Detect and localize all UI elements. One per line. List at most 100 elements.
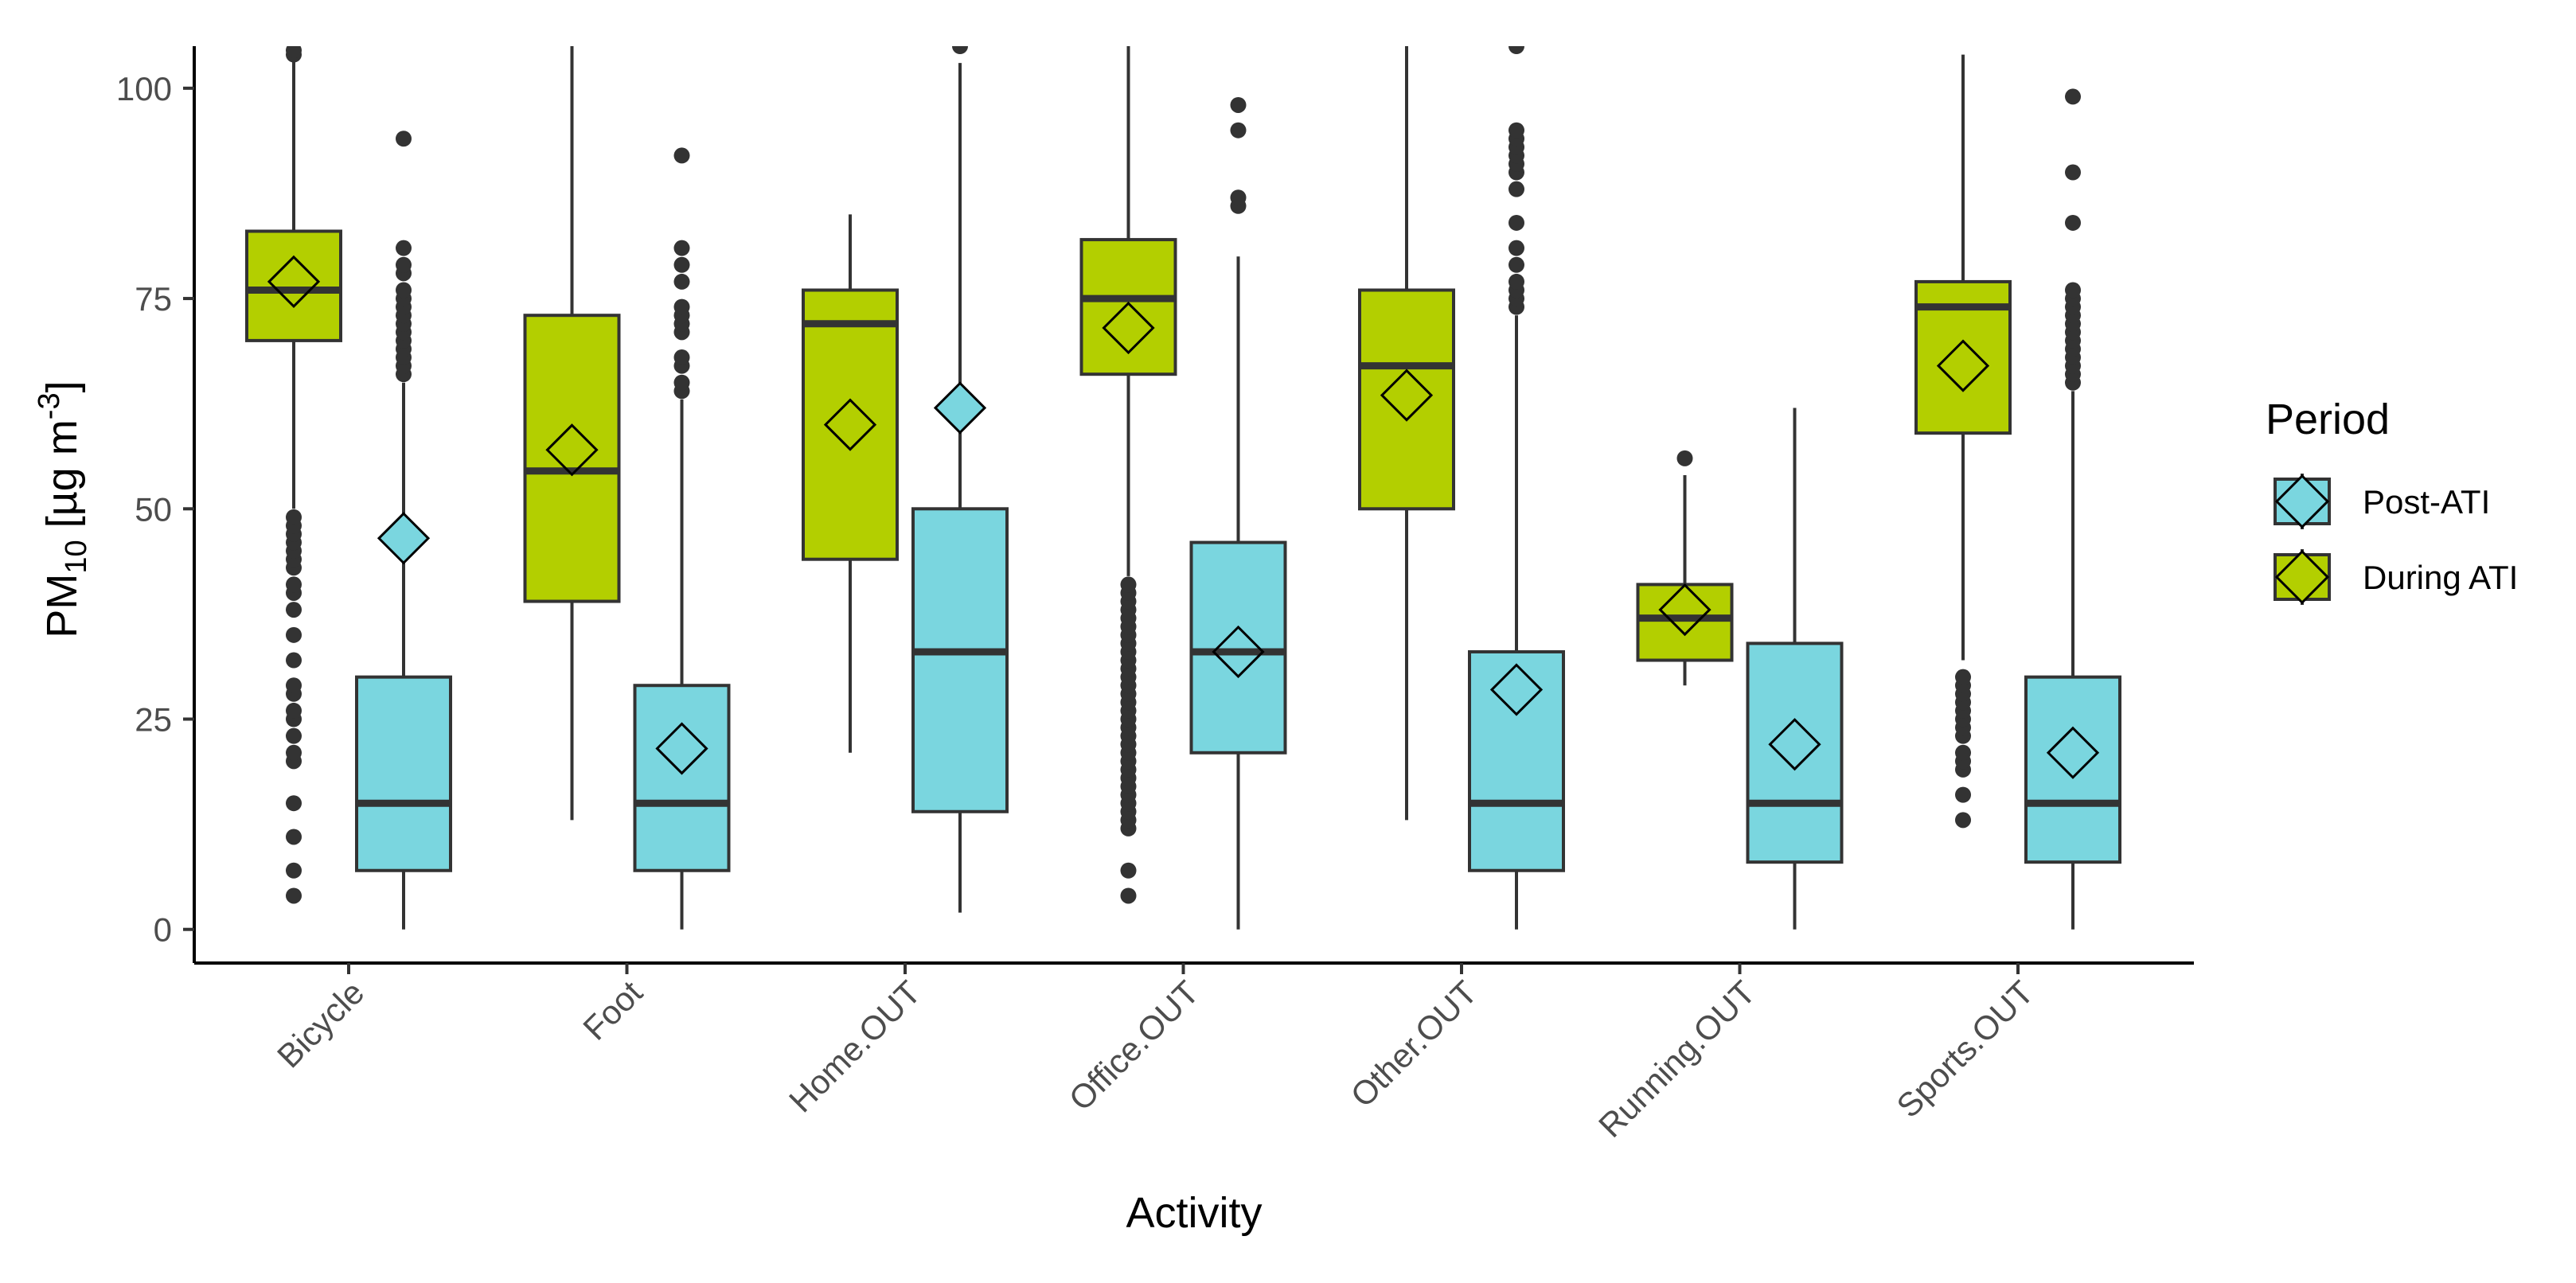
outlier-post-other-out-4 xyxy=(1509,256,1524,273)
outlier-post-other-out-3 xyxy=(1509,273,1524,290)
box-iqr-post-bicycle xyxy=(355,675,452,872)
y-tick-label-50: 50 xyxy=(135,490,172,528)
outlier-post-foot-3 xyxy=(673,349,690,366)
outlier-post-sports-out-12 xyxy=(2065,214,2081,231)
outlier-during-bicycle-11 xyxy=(286,652,302,669)
outlier-during-bicycle-22 xyxy=(286,509,302,525)
outlier-during-office-out-31 xyxy=(1120,576,1137,593)
box-iqr-during-foot xyxy=(523,314,621,603)
outlier-post-other-out-7 xyxy=(1509,181,1524,197)
box-post-running-out xyxy=(1746,408,1844,930)
y-title-unit-suffix: ] xyxy=(38,380,86,392)
box-during-home-out xyxy=(802,214,899,753)
box-during-bicycle xyxy=(245,46,342,904)
x-tick-label-bicycle: Bicycle xyxy=(270,973,371,1074)
outlier-during-bicycle-5 xyxy=(286,744,302,761)
outlier-during-bicycle-10 xyxy=(286,677,302,694)
legend-label-during-ati: During ATI xyxy=(2363,559,2518,596)
outlier-during-office-out-0 xyxy=(1120,887,1137,904)
outlier-during-bicycle-1 xyxy=(286,862,302,879)
mean-marker-post-office-out xyxy=(1212,625,1265,679)
outlier-post-sports-out-11 xyxy=(2065,282,2081,298)
outlier-during-bicycle-15 xyxy=(286,576,302,593)
mean-marker-post-running-out xyxy=(1768,718,1821,771)
outlier-post-other-out-6 xyxy=(1509,214,1524,231)
legend-item-post-ati: Post-ATI xyxy=(2274,474,2490,529)
outlier-during-sports-out-4 xyxy=(1955,744,1971,761)
outlier-post-office-out-3 xyxy=(1230,96,1247,113)
y-tick-label-100: 100 xyxy=(116,70,172,107)
y-tick-label-0: 0 xyxy=(154,911,172,949)
box-iqr-during-home-out xyxy=(802,288,899,561)
x-tick-label-other-out: Other.OUT xyxy=(1344,973,1485,1114)
outlier-during-sports-out-0 xyxy=(1955,812,1971,829)
box-iqr-during-running-out xyxy=(1636,583,1734,662)
y-tick-label-75: 75 xyxy=(135,280,172,318)
outlier-post-other-out-14 xyxy=(1509,46,1524,54)
mean-marker-post-bicycle xyxy=(377,512,431,565)
mean-marker-post-other-out xyxy=(1489,663,1544,716)
mean-marker-post-foot xyxy=(655,722,708,775)
mean-marker-post-sports-out xyxy=(2046,726,2100,779)
outlier-post-office-out-1 xyxy=(1230,189,1247,206)
outlier-post-sports-out-14 xyxy=(2065,88,2081,105)
legend-key-post-ati-diamond xyxy=(2274,474,2330,529)
box-post-office-out xyxy=(1189,96,1287,930)
box-iqr-post-running-out xyxy=(1746,642,1844,864)
outlier-during-bicycle-3 xyxy=(286,795,302,812)
outlier-during-bicycle-8 xyxy=(286,702,302,719)
mean-marker-during-home-out xyxy=(823,398,877,451)
outlier-post-foot-11 xyxy=(673,147,690,164)
outlier-post-foot-1 xyxy=(673,374,690,391)
outlier-post-bicycle-12 xyxy=(396,256,412,273)
outlier-during-bicycle-0 xyxy=(286,887,302,904)
box-iqr-post-other-out xyxy=(1468,649,1565,872)
axes: 0 25 50 75 100 Bicycle Foot Home.OUT Office.OUT… xyxy=(116,46,2194,1145)
y-title-base: PM xyxy=(38,574,86,638)
outlier-post-foot-7 xyxy=(673,298,690,315)
x-ticks: Bicycle Foot Home.OUT Office.OUT Other.OUT Ru… xyxy=(270,963,2040,1145)
box-iqr-post-foot xyxy=(633,684,731,872)
outlier-during-running-out-0 xyxy=(1676,450,1693,466)
box-during-office-out xyxy=(1079,46,1177,904)
outlier-post-bicycle-13 xyxy=(396,240,412,256)
y-title-subscript: 10 xyxy=(60,540,93,573)
outlier-post-office-out-2 xyxy=(1230,122,1247,138)
box-during-sports-out xyxy=(1914,54,2012,829)
outlier-post-other-out-5 xyxy=(1509,240,1524,256)
y-title-unit-superscript: -3 xyxy=(33,392,66,419)
x-tick-label-home-out: Home.OUT xyxy=(782,973,927,1119)
outlier-during-sports-out-12 xyxy=(1955,669,1971,685)
outlier-post-home-out-0 xyxy=(952,46,968,54)
mean-marker-during-foot xyxy=(545,423,599,477)
mean-marker-during-sports-out xyxy=(1936,339,1990,392)
box-iqr-post-sports-out xyxy=(2024,675,2121,864)
plot-area xyxy=(245,46,2121,930)
outlier-during-sports-out-1 xyxy=(1955,786,1971,803)
mean-marker-during-office-out xyxy=(1102,301,1155,355)
box-post-foot xyxy=(633,147,731,930)
outlier-post-foot-9 xyxy=(673,256,690,273)
legend-key-during-ati-diamond xyxy=(2274,549,2330,605)
box-during-foot xyxy=(523,46,621,821)
x-tick-label-foot: Foot xyxy=(576,973,650,1047)
box-during-running-out xyxy=(1636,450,1734,686)
x-tick-label-office-out: Office.OUT xyxy=(1062,973,1206,1117)
outlier-post-sports-out-13 xyxy=(2065,164,2081,181)
box-post-bicycle xyxy=(355,131,452,930)
outlier-during-office-out-1 xyxy=(1120,862,1137,879)
mean-marker-post-home-out xyxy=(933,381,987,435)
mean-marker-during-running-out xyxy=(1658,583,1711,637)
legend: Period Post-ATI During ATI xyxy=(2266,396,2518,605)
outlier-post-bicycle-10 xyxy=(396,282,412,298)
box-post-sports-out xyxy=(2024,88,2121,930)
y-title-unit-prefix: [µg m xyxy=(38,419,86,540)
box-during-other-out xyxy=(1358,46,1455,821)
x-tick-label-sports-out: Sports.OUT xyxy=(1889,973,2040,1125)
y-tick-label-25: 25 xyxy=(135,701,172,739)
box-iqr-during-bicycle xyxy=(245,229,342,342)
mean-marker-during-bicycle xyxy=(267,255,321,309)
outlier-post-bicycle-14 xyxy=(396,131,412,147)
